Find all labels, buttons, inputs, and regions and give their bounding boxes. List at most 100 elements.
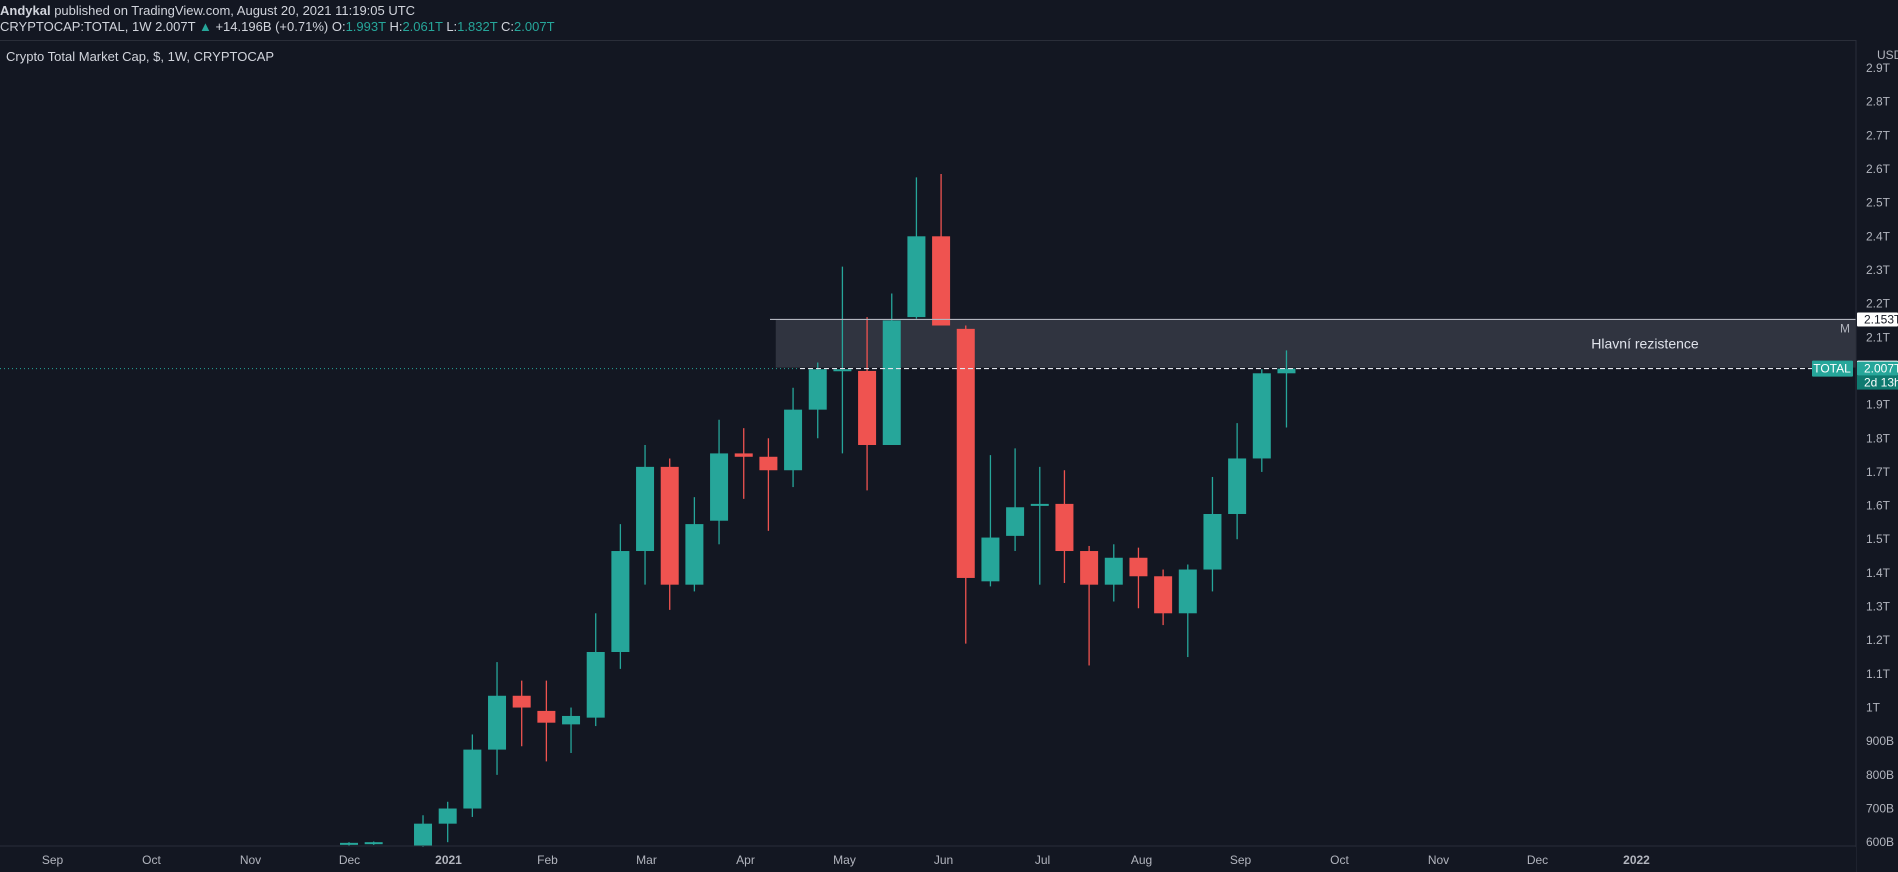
candle[interactable] <box>882 293 901 445</box>
x-tick-label: Nov <box>1428 853 1449 867</box>
candle-body <box>488 695 507 750</box>
price-tag: 2.153T <box>1857 312 1898 327</box>
candle-body <box>1203 513 1222 570</box>
candle[interactable] <box>710 419 729 545</box>
candle-body <box>1277 368 1296 374</box>
candle-body <box>710 453 729 521</box>
candle[interactable] <box>808 362 827 439</box>
x-tick-label: May <box>833 853 856 867</box>
candle-body <box>1129 557 1148 577</box>
candle-body <box>438 808 457 824</box>
candle-body <box>512 695 531 708</box>
candle[interactable] <box>562 707 581 753</box>
candle[interactable] <box>463 734 482 817</box>
candle-body <box>414 823 433 846</box>
close-label: C: <box>501 19 515 34</box>
candle[interactable] <box>1104 544 1123 602</box>
candle[interactable] <box>414 815 433 849</box>
candle-body <box>611 551 630 653</box>
svg-text:2.153T: 2.153T <box>1864 312 1898 326</box>
candle[interactable] <box>734 428 753 499</box>
x-tick-label: Nov <box>240 853 261 867</box>
y-tick-label: 2.5T <box>1866 196 1891 210</box>
candle[interactable] <box>611 524 630 669</box>
candle[interactable] <box>660 458 679 610</box>
y-tick-label: 1.6T <box>1866 499 1891 513</box>
candle[interactable] <box>784 387 803 488</box>
candle[interactable] <box>956 325 975 644</box>
candle-body <box>1154 576 1173 614</box>
candle[interactable] <box>586 613 605 727</box>
open-value: 1.993T <box>345 19 386 34</box>
price-axis-panel[interactable] <box>1856 0 1898 872</box>
currency-label[interactable]: USD <box>1877 48 1898 62</box>
candle-body <box>907 236 926 318</box>
candle[interactable] <box>759 438 778 531</box>
candle[interactable] <box>1006 448 1025 552</box>
resistance-zone[interactable] <box>775 319 1856 368</box>
chart-title: Crypto Total Market Cap, $, 1W, CRYPTOCA… <box>6 49 275 64</box>
candle-body <box>1055 503 1074 552</box>
publish-info: Andykal published on TradingView.com, Au… <box>0 1 415 20</box>
y-tick-label: 2.6T <box>1866 162 1891 176</box>
y-tick-label: 1.2T <box>1866 633 1891 647</box>
candle[interactable] <box>932 174 951 326</box>
y-tick-label: 2.4T <box>1866 229 1891 243</box>
price-tag: 2.007T <box>1857 361 1898 376</box>
x-tick-label: Jun <box>934 853 953 867</box>
x-tick-label: 2022 <box>1623 853 1650 867</box>
time-axis-panel[interactable] <box>0 847 1856 872</box>
candle-body <box>340 842 359 845</box>
candle[interactable] <box>858 317 877 491</box>
y-tick-label: 1.4T <box>1866 566 1891 580</box>
candle[interactable] <box>438 801 457 843</box>
candle[interactable] <box>685 497 704 592</box>
candle[interactable] <box>1080 545 1099 666</box>
y-tick-label: 700B <box>1866 802 1894 816</box>
x-tick-label: Oct <box>1330 853 1349 867</box>
candle-body <box>932 236 951 326</box>
candle[interactable] <box>981 455 1000 587</box>
candle-body <box>1178 569 1197 614</box>
candle-body <box>1104 557 1123 585</box>
candle-body <box>1080 551 1099 585</box>
candle-body <box>1030 503 1049 506</box>
candle-body <box>1228 458 1247 514</box>
low-label: L: <box>446 19 458 34</box>
candle[interactable] <box>1055 470 1074 583</box>
candle-body <box>784 409 803 471</box>
low-value: 1.832T <box>457 19 498 34</box>
candle-body <box>956 328 975 578</box>
candle[interactable] <box>537 680 556 762</box>
top-line-label: M <box>1840 321 1850 335</box>
candle[interactable] <box>512 680 531 747</box>
candle[interactable] <box>1129 547 1148 609</box>
y-tick-label: 2.7T <box>1866 128 1891 142</box>
candle-body <box>463 749 482 809</box>
x-tick-label: 2021 <box>435 853 462 867</box>
candle[interactable] <box>907 177 926 319</box>
y-tick-label: 1.8T <box>1866 431 1891 445</box>
author-name[interactable]: Andykal <box>0 3 51 18</box>
y-tick-label: 1.3T <box>1866 600 1891 614</box>
y-tick-label: 1.5T <box>1866 532 1891 546</box>
candle[interactable] <box>1030 466 1049 585</box>
candle[interactable] <box>488 662 507 775</box>
candle[interactable] <box>636 444 655 585</box>
candle[interactable] <box>1203 476 1222 592</box>
candle[interactable] <box>1228 423 1247 540</box>
series-name-tag[interactable]: TOTAL <box>1812 360 1853 377</box>
candle-body <box>562 715 581 725</box>
candle[interactable] <box>833 266 852 454</box>
symbol-label[interactable]: CRYPTOCAP:TOTAL, 1W <box>0 19 152 34</box>
candle-body <box>636 466 655 552</box>
x-tick-label: Dec <box>339 853 360 867</box>
candle[interactable] <box>1277 350 1296 428</box>
candle[interactable] <box>1178 564 1197 658</box>
candle[interactable] <box>364 841 383 845</box>
candle[interactable] <box>1154 569 1173 626</box>
candle[interactable] <box>340 842 359 846</box>
y-tick-label: 2.9T <box>1866 61 1891 75</box>
candle[interactable] <box>1252 369 1271 472</box>
